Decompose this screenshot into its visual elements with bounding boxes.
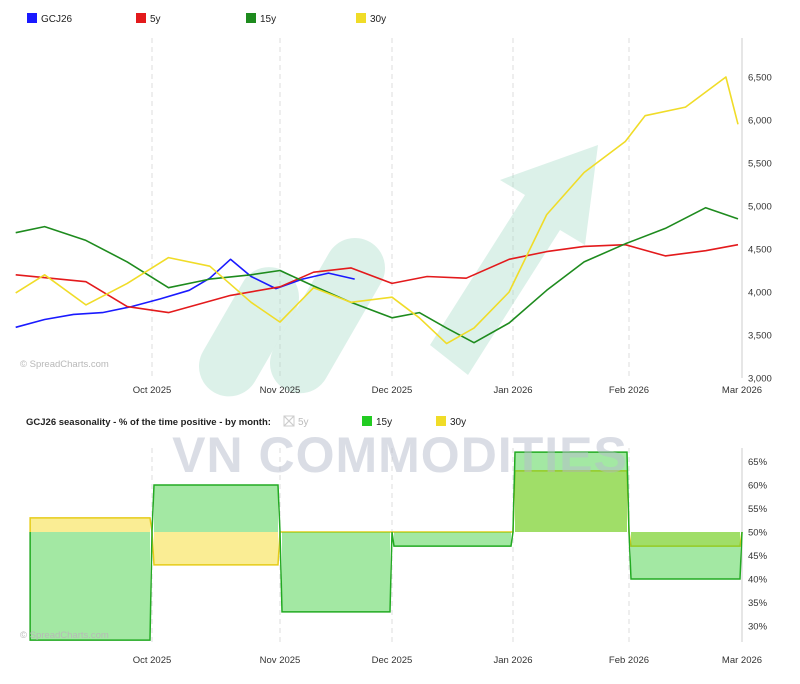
seasonality-bar bbox=[394, 532, 511, 547]
legend-swatch-cross bbox=[283, 415, 295, 427]
y-tick-label: 35% bbox=[748, 598, 768, 609]
seasonality-series-30y bbox=[29, 470, 743, 566]
seasonality-bar bbox=[154, 485, 278, 532]
seasonality-legend-item-5y[interactable]: 5y bbox=[283, 415, 309, 428]
x-tick-label: Mar 2026 bbox=[722, 385, 762, 396]
legend-label: 5y bbox=[150, 14, 161, 25]
seasonality-outline bbox=[29, 451, 743, 641]
seasonality-legend-item-15y[interactable]: 15y bbox=[362, 416, 392, 428]
legend-item-5y[interactable]: 5y bbox=[136, 13, 161, 25]
y-tick-label: 5,500 bbox=[748, 159, 772, 170]
credit-text: © SpreadCharts.com bbox=[20, 359, 109, 370]
y-tick-label: 3,500 bbox=[748, 331, 772, 342]
price-legend: GCJ26 5y 15y 30y bbox=[27, 13, 386, 25]
x-tick-label: Dec 2025 bbox=[372, 655, 413, 666]
x-tick-label: Oct 2025 bbox=[133, 385, 172, 396]
seasonality-legend-item-30y[interactable]: 30y bbox=[436, 416, 466, 428]
seasonality-title: GCJ26 seasonality - % of the time positi… bbox=[26, 417, 271, 428]
price-y-axis: 3,000 3,500 4,000 4,500 5,000 5,500 6,000 6,500 bbox=[748, 73, 772, 385]
legend-label: 30y bbox=[370, 14, 386, 25]
x-tick-label: Nov 2025 bbox=[260, 655, 301, 666]
legend-label: 15y bbox=[260, 14, 276, 25]
legend-swatch bbox=[136, 13, 146, 23]
y-tick-label: 40% bbox=[748, 575, 768, 586]
legend-label: 15y bbox=[376, 417, 392, 428]
legend-item-15y[interactable]: 15y bbox=[246, 13, 276, 25]
seasonality-bar bbox=[631, 532, 740, 579]
y-tick-label: 30% bbox=[748, 622, 768, 633]
x-tick-label: Feb 2026 bbox=[609, 385, 649, 396]
x-tick-label: Nov 2025 bbox=[260, 385, 301, 396]
seasonality-bar bbox=[515, 452, 627, 532]
legend-swatch bbox=[436, 416, 446, 426]
y-tick-label: 4,000 bbox=[748, 288, 772, 299]
y-tick-label: 4,500 bbox=[748, 245, 772, 256]
seasonality-series-15y bbox=[29, 451, 743, 641]
series-line-5y bbox=[15, 243, 739, 314]
legend-swatch bbox=[362, 416, 372, 426]
seasonality-x-axis: Oct 2025 Nov 2025 Dec 2025 Jan 2026 Feb 2026… bbox=[133, 655, 762, 666]
credit-text-bottom: © SpreadCharts.com bbox=[20, 630, 109, 641]
y-tick-label: 6,500 bbox=[748, 73, 772, 84]
seasonality-bar bbox=[631, 532, 740, 547]
legend-label: 30y bbox=[450, 417, 466, 428]
x-tick-label: Jan 2026 bbox=[493, 385, 532, 396]
x-tick-label: Mar 2026 bbox=[722, 655, 762, 666]
y-tick-label: 65% bbox=[748, 457, 768, 468]
y-tick-label: 50% bbox=[748, 528, 768, 539]
series-line-gcj26 bbox=[15, 258, 355, 329]
seasonality-bar bbox=[282, 532, 390, 612]
seasonality-bar bbox=[30, 517, 151, 532]
series-line-15y bbox=[15, 206, 739, 344]
price-x-axis: Oct 2025 Nov 2025 Dec 2025 Jan 2026 Feb 2026… bbox=[133, 385, 762, 396]
y-tick-label: 60% bbox=[748, 481, 768, 492]
x-tick-label: Oct 2025 bbox=[133, 655, 172, 666]
legend-item-gcj26[interactable]: GCJ26 bbox=[27, 13, 73, 25]
x-tick-label: Feb 2026 bbox=[609, 655, 649, 666]
x-tick-label: Dec 2025 bbox=[372, 385, 413, 396]
price-series-lines bbox=[15, 76, 739, 345]
seasonality-bar bbox=[515, 470, 627, 532]
series-line-30y bbox=[15, 76, 739, 345]
legend-label: GCJ26 bbox=[41, 14, 73, 25]
y-tick-label: 5,000 bbox=[748, 202, 772, 213]
y-tick-label: 55% bbox=[748, 504, 768, 515]
seasonality-legend: 5y 15y 30y bbox=[283, 415, 466, 428]
legend-item-30y[interactable]: 30y bbox=[356, 13, 386, 25]
seasonality-bar bbox=[154, 532, 278, 565]
seasonality-areas bbox=[29, 451, 743, 641]
y-tick-label: 6,000 bbox=[748, 116, 772, 127]
y-tick-label: 45% bbox=[748, 551, 768, 562]
seasonality-y-axis: 30% 35% 40% 45% 50% 55% 60% 65% bbox=[748, 457, 768, 633]
watermark-text: VN COMMODITIES bbox=[172, 427, 628, 483]
x-tick-label: Jan 2026 bbox=[493, 655, 532, 666]
legend-swatch bbox=[356, 13, 366, 23]
y-tick-label: 3,000 bbox=[748, 374, 772, 385]
seasonality-bar bbox=[30, 532, 151, 641]
legend-label: 5y bbox=[298, 417, 309, 428]
watermark-arrow-logo bbox=[199, 145, 598, 397]
legend-swatch bbox=[246, 13, 256, 23]
legend-swatch bbox=[27, 13, 37, 23]
